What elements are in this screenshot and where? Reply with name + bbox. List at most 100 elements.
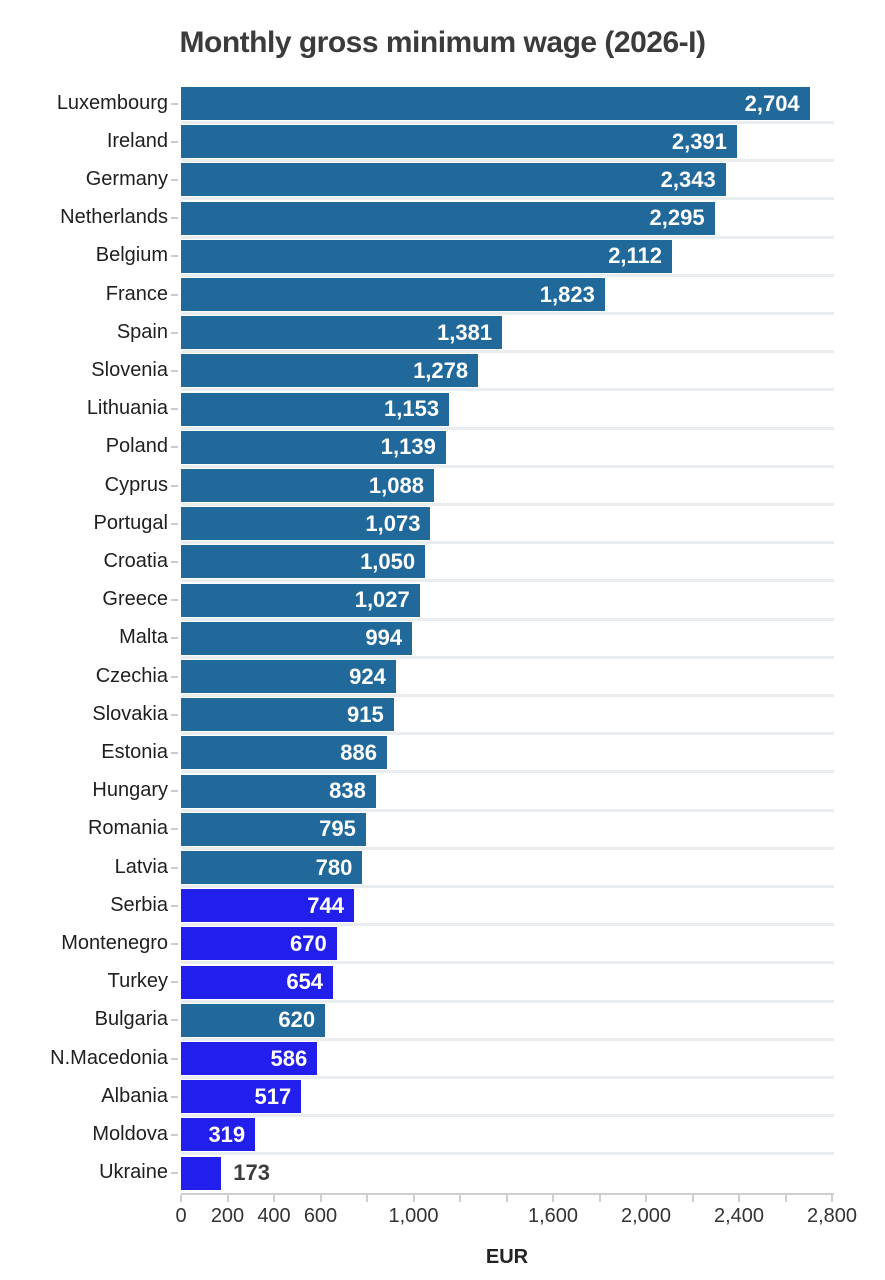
gridline bbox=[181, 159, 834, 163]
bar bbox=[181, 278, 605, 311]
country-label: Bulgaria bbox=[94, 1008, 168, 1031]
value-label: 654 bbox=[286, 969, 324, 995]
bar bbox=[181, 812, 366, 846]
bar bbox=[181, 545, 426, 579]
value-label: 2,391 bbox=[671, 128, 727, 154]
bar bbox=[181, 201, 715, 235]
country-label: Spain bbox=[116, 320, 168, 343]
category-tick bbox=[171, 369, 178, 372]
bar bbox=[181, 889, 354, 923]
x-axis-tick bbox=[598, 1195, 601, 1202]
x-axis-title: EUR bbox=[485, 1246, 529, 1268]
country-label: Slovakia bbox=[92, 702, 168, 725]
gridline bbox=[181, 885, 834, 888]
bar bbox=[181, 698, 394, 732]
bar bbox=[181, 851, 363, 884]
x-axis-tick-label: 400 bbox=[257, 1205, 291, 1227]
gridline bbox=[181, 655, 834, 659]
bar bbox=[181, 1003, 326, 1037]
bar bbox=[181, 507, 431, 541]
x-axis-tick bbox=[784, 1195, 787, 1202]
value-label: 319 bbox=[208, 1121, 246, 1147]
category-tick bbox=[171, 408, 178, 411]
category-tick bbox=[171, 828, 178, 831]
country-label: Croatia bbox=[103, 549, 168, 572]
country-label: Czechia bbox=[95, 664, 168, 687]
value-label: 2,295 bbox=[649, 205, 705, 231]
gridline bbox=[181, 770, 834, 774]
country-label: Cyprus bbox=[104, 473, 168, 496]
gridline bbox=[181, 121, 834, 124]
category-tick bbox=[171, 675, 178, 678]
category-tick bbox=[171, 751, 178, 754]
value-label: 1,381 bbox=[437, 319, 493, 345]
bar bbox=[181, 965, 334, 999]
value-label: 1,278 bbox=[413, 357, 469, 383]
value-label: 586 bbox=[270, 1045, 308, 1071]
gridline bbox=[181, 961, 834, 965]
value-label: 1,139 bbox=[380, 434, 436, 460]
x-axis-line bbox=[181, 1193, 834, 1195]
country-label: Slovenia bbox=[91, 358, 168, 381]
gridline bbox=[181, 1152, 834, 1156]
gridline bbox=[181, 1037, 834, 1041]
x-axis-tick-label: 200 bbox=[210, 1205, 245, 1227]
bar bbox=[181, 239, 673, 273]
bar bbox=[181, 125, 737, 159]
country-label: Greece bbox=[102, 588, 168, 611]
x-axis-tick bbox=[738, 1195, 740, 1202]
category-tick bbox=[171, 942, 178, 945]
chart-title: Monthly gross minimum wage (2026-I) bbox=[179, 26, 706, 59]
x-axis-tick bbox=[180, 1195, 182, 1202]
gridline bbox=[181, 503, 834, 506]
x-axis-tick bbox=[273, 1195, 275, 1202]
bar bbox=[181, 1156, 222, 1190]
country-label: Ireland bbox=[106, 129, 168, 152]
gridline bbox=[181, 1076, 834, 1079]
category-tick bbox=[171, 637, 178, 640]
category-tick bbox=[171, 1019, 178, 1022]
x-axis-tick bbox=[552, 1195, 554, 1202]
gridline bbox=[181, 426, 834, 430]
bar bbox=[181, 392, 450, 426]
country-label: Portugal bbox=[93, 511, 169, 534]
bar bbox=[181, 469, 434, 502]
bar bbox=[181, 316, 503, 350]
category-tick bbox=[171, 790, 178, 793]
x-axis-tick bbox=[505, 1195, 508, 1202]
country-label: Romania bbox=[87, 817, 168, 840]
value-label: 2,343 bbox=[660, 166, 716, 192]
category-tick bbox=[171, 484, 178, 487]
category-tick bbox=[171, 293, 178, 296]
category-tick bbox=[171, 178, 178, 181]
country-label: Belgium bbox=[95, 244, 168, 267]
country-label: Luxembourg bbox=[56, 91, 168, 114]
x-axis-tick-label: 2,800 bbox=[806, 1205, 858, 1227]
gridline bbox=[181, 312, 834, 315]
bar bbox=[181, 354, 479, 388]
country-label: N.Macedonia bbox=[50, 1046, 168, 1069]
x-axis-tick bbox=[459, 1195, 461, 1202]
x-axis-tick-label: 1,600 bbox=[527, 1205, 579, 1227]
country-label: Germany bbox=[85, 167, 168, 190]
category-tick bbox=[171, 102, 178, 105]
bar bbox=[181, 927, 337, 961]
x-axis-tick bbox=[691, 1195, 694, 1202]
value-label: 670 bbox=[290, 930, 327, 956]
value-label: 620 bbox=[278, 1007, 316, 1033]
category-tick bbox=[171, 560, 178, 563]
x-axis-tick-label: 600 bbox=[303, 1205, 338, 1227]
gridline bbox=[181, 694, 834, 697]
value-label: 1,027 bbox=[354, 587, 410, 613]
x-axis-tick-label: 2,000 bbox=[620, 1205, 672, 1227]
country-label: Latvia bbox=[114, 855, 168, 878]
category-tick bbox=[171, 140, 178, 143]
x-axis-tick-label: 1,000 bbox=[388, 1205, 439, 1227]
country-label: Serbia bbox=[110, 893, 168, 916]
category-tick bbox=[171, 1095, 178, 1098]
bar bbox=[181, 1042, 318, 1075]
bar bbox=[181, 87, 810, 120]
x-axis-tick bbox=[645, 1195, 647, 1202]
value-label: 924 bbox=[349, 663, 386, 689]
